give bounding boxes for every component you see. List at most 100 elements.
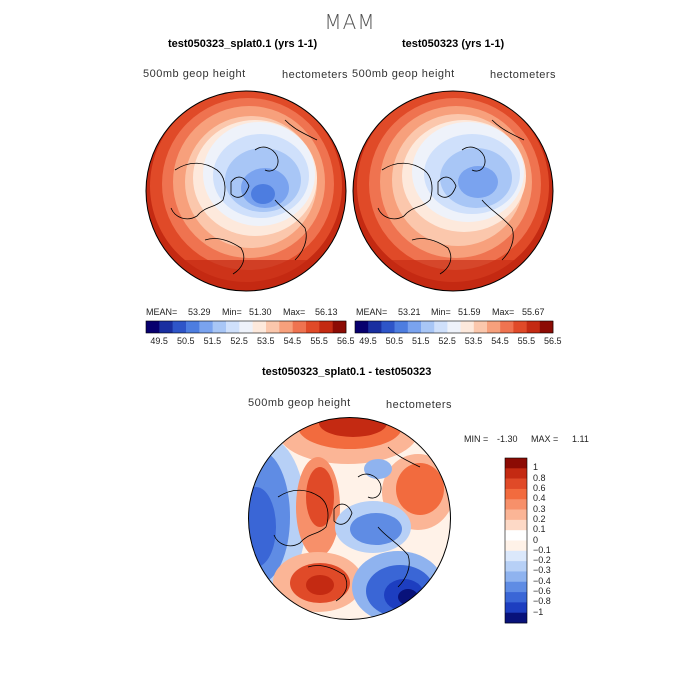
- panel-2-max-value: 55.67: [522, 307, 545, 317]
- panel-3-colorbar-cell: [505, 612, 527, 624]
- panel-1-colorbar-tick-label: 51.5: [203, 336, 222, 346]
- panel-2-colorbar-cell: [368, 321, 382, 333]
- panel-2-max-label: Max=: [492, 307, 515, 317]
- panel-2-colorbar-cell: [381, 321, 395, 333]
- panel-1-colorbar-cell: [306, 321, 320, 333]
- panel-3-colorbar-cell: [505, 478, 527, 490]
- panel-1-max-value: 56.13: [315, 307, 338, 317]
- panel-1-colorbar-cell: [266, 321, 280, 333]
- panel-1-colorbar-frame: [145, 320, 347, 334]
- panel-2-colorbar: [354, 320, 554, 334]
- panel-3-colorbar-tick-label: −0.4: [533, 575, 551, 586]
- panel-1-colorbar-tick-label: 53.5: [257, 336, 275, 346]
- panel-3-colorbar-tick-label: 1: [533, 462, 539, 473]
- panel-3-colorbar-tick-label: 0.1: [533, 524, 546, 535]
- panel-3-colorbar-tick-label: −0.3: [533, 565, 551, 576]
- panel-3-colorbar-tick-label: 0: [533, 534, 539, 545]
- panel-3-colorbar-tick-label: 0.8: [533, 472, 546, 483]
- panel-1-colorbar-cell: [159, 321, 173, 333]
- panel-1-colorbar-cell: [186, 321, 200, 333]
- panel-3-colorbar-tick-label: 0.2: [533, 513, 546, 524]
- panel-1-mean-label: MEAN=: [146, 307, 178, 317]
- panel-1-colorbar: [145, 320, 347, 334]
- panel-3-colorbar-frame: [504, 457, 528, 624]
- panel-1-colorbar-tick-label: 56.5: [337, 336, 355, 346]
- panel-2-colorbar-cell: [394, 321, 409, 333]
- panel-2-colorbar-frame: [354, 320, 554, 334]
- panel-3-min-label: MIN =: [464, 434, 489, 444]
- panel-1-colorbar-cell: [332, 321, 347, 333]
- panel-2-colorbar-cell: [355, 321, 369, 333]
- panel-1-colorbar-cell: [239, 321, 253, 333]
- panel-3-colorbar-cell: [505, 592, 527, 603]
- panel-2-colorbar-tick-label: 52.5: [438, 336, 456, 346]
- panel-3-max-value: 1.11: [572, 434, 589, 444]
- panel-2-colorbar-tick-label: 51.5: [412, 336, 430, 346]
- panel-2-colorbar-tick-label: 56.5: [544, 336, 562, 346]
- panel-3-colorbar-cell: [505, 581, 527, 593]
- panel-3-colorbar-cell: [505, 561, 527, 572]
- panel-3-colorbar-tick-label: 0.3: [533, 503, 546, 514]
- panel-3-colorbar-cell: [505, 458, 527, 469]
- panel-1-colorbar-tick-label: 54.5: [283, 336, 302, 346]
- panel-1-colorbar-cell: [212, 321, 227, 333]
- panel-3-colorbar-cell: [505, 509, 527, 521]
- panel-1-units-label: hectometers: [282, 69, 349, 81]
- panel-3-map: [248, 417, 451, 620]
- panel-1-colorbar-tick-label: 49.5: [150, 336, 168, 346]
- panel-2-colorbar-cell: [513, 321, 527, 333]
- figure-title: MAM: [324, 10, 376, 34]
- panel-1-colorbar-cell: [226, 321, 240, 333]
- panel-1-map: [145, 90, 347, 292]
- panel-2-title: test050323 (yrs 1-1): [402, 38, 505, 50]
- panel-3-colorbar: [504, 457, 528, 624]
- panel-1-colorbar-cell: [319, 321, 333, 333]
- panel-2-colorbar-cell: [487, 321, 501, 333]
- panel-1-colorbar-cell: [292, 321, 307, 333]
- panel-3-colorbar-cell: [505, 519, 527, 531]
- panel-1-colorbar-tick-label: 55.5: [310, 336, 328, 346]
- panel-2-colorbar-cell: [526, 321, 541, 333]
- panel-3-min-value: -1.30: [497, 434, 518, 444]
- panel-3-units-label: hectometers: [386, 399, 453, 411]
- panel-1-colorbar-tick-label: 52.5: [230, 336, 248, 346]
- panel-2-units-label: hectometers: [490, 69, 557, 81]
- panel-1-mean-value: 53.29: [188, 307, 211, 317]
- panel-1-colorbar-cell: [279, 321, 293, 333]
- panel-3-colorbar-tick-label: 0.4: [533, 493, 546, 504]
- panel-2-colorbar-cell: [421, 321, 435, 333]
- panel-2-colorbar-tick-label: 50.5: [385, 336, 404, 346]
- panel-3-colorbar-tick-label: −0.1: [533, 544, 551, 555]
- panel-1-colorbar-cell: [199, 321, 213, 333]
- panel-1-min-label: Min=: [222, 307, 242, 317]
- panel-2-colorbar-cell: [460, 321, 475, 333]
- panel-2-min-label: Min=: [431, 307, 451, 317]
- panel-3-colorbar-cell: [505, 571, 527, 583]
- panel-3-colorbar-cell: [505, 488, 527, 500]
- panel-2-colorbar-cell: [473, 321, 488, 333]
- panel-1-min-value: 51.30: [249, 307, 272, 317]
- panel-3-colorbar-tick-label: −0.2: [533, 555, 551, 566]
- panel-2-colorbar-cell: [539, 321, 554, 333]
- panel-3-colorbar-cell: [505, 550, 527, 562]
- panel-3-colorbar-cell: [505, 530, 527, 541]
- panel-1-max-label: Max=: [283, 307, 306, 317]
- panel-2-colorbar-tick-label: 55.5: [517, 336, 536, 346]
- panel-3-colorbar-cell: [505, 499, 527, 510]
- panel-2-mean-label: MEAN=: [356, 307, 388, 317]
- panel-1-colorbar-cell: [146, 321, 160, 333]
- panel-2-colorbar-tick-label: 53.5: [464, 336, 483, 346]
- panel-1-colorbar-cell: [252, 321, 267, 333]
- panel-2-field-label: 500mb geop height: [352, 68, 455, 80]
- panel-1-colorbar-tick-label: 50.5: [177, 336, 195, 346]
- panel-3-title: test050323_splat0.1 - test050323: [262, 366, 432, 378]
- panel-3-colorbar-cell: [505, 468, 527, 479]
- panel-2-colorbar-cell: [500, 321, 514, 333]
- panel-2-colorbar-cell: [447, 321, 461, 333]
- panel-2-map: [352, 90, 554, 292]
- panel-3-max-label: MAX =: [531, 434, 559, 444]
- panel-1-field-label: 500mb geop height: [143, 68, 246, 80]
- panel-1-title: test050323_splat0.1 (yrs 1-1): [168, 38, 318, 50]
- panel-2-colorbar-tick-label: 49.5: [359, 336, 377, 346]
- panel-2-mean-value: 53.21: [398, 307, 421, 317]
